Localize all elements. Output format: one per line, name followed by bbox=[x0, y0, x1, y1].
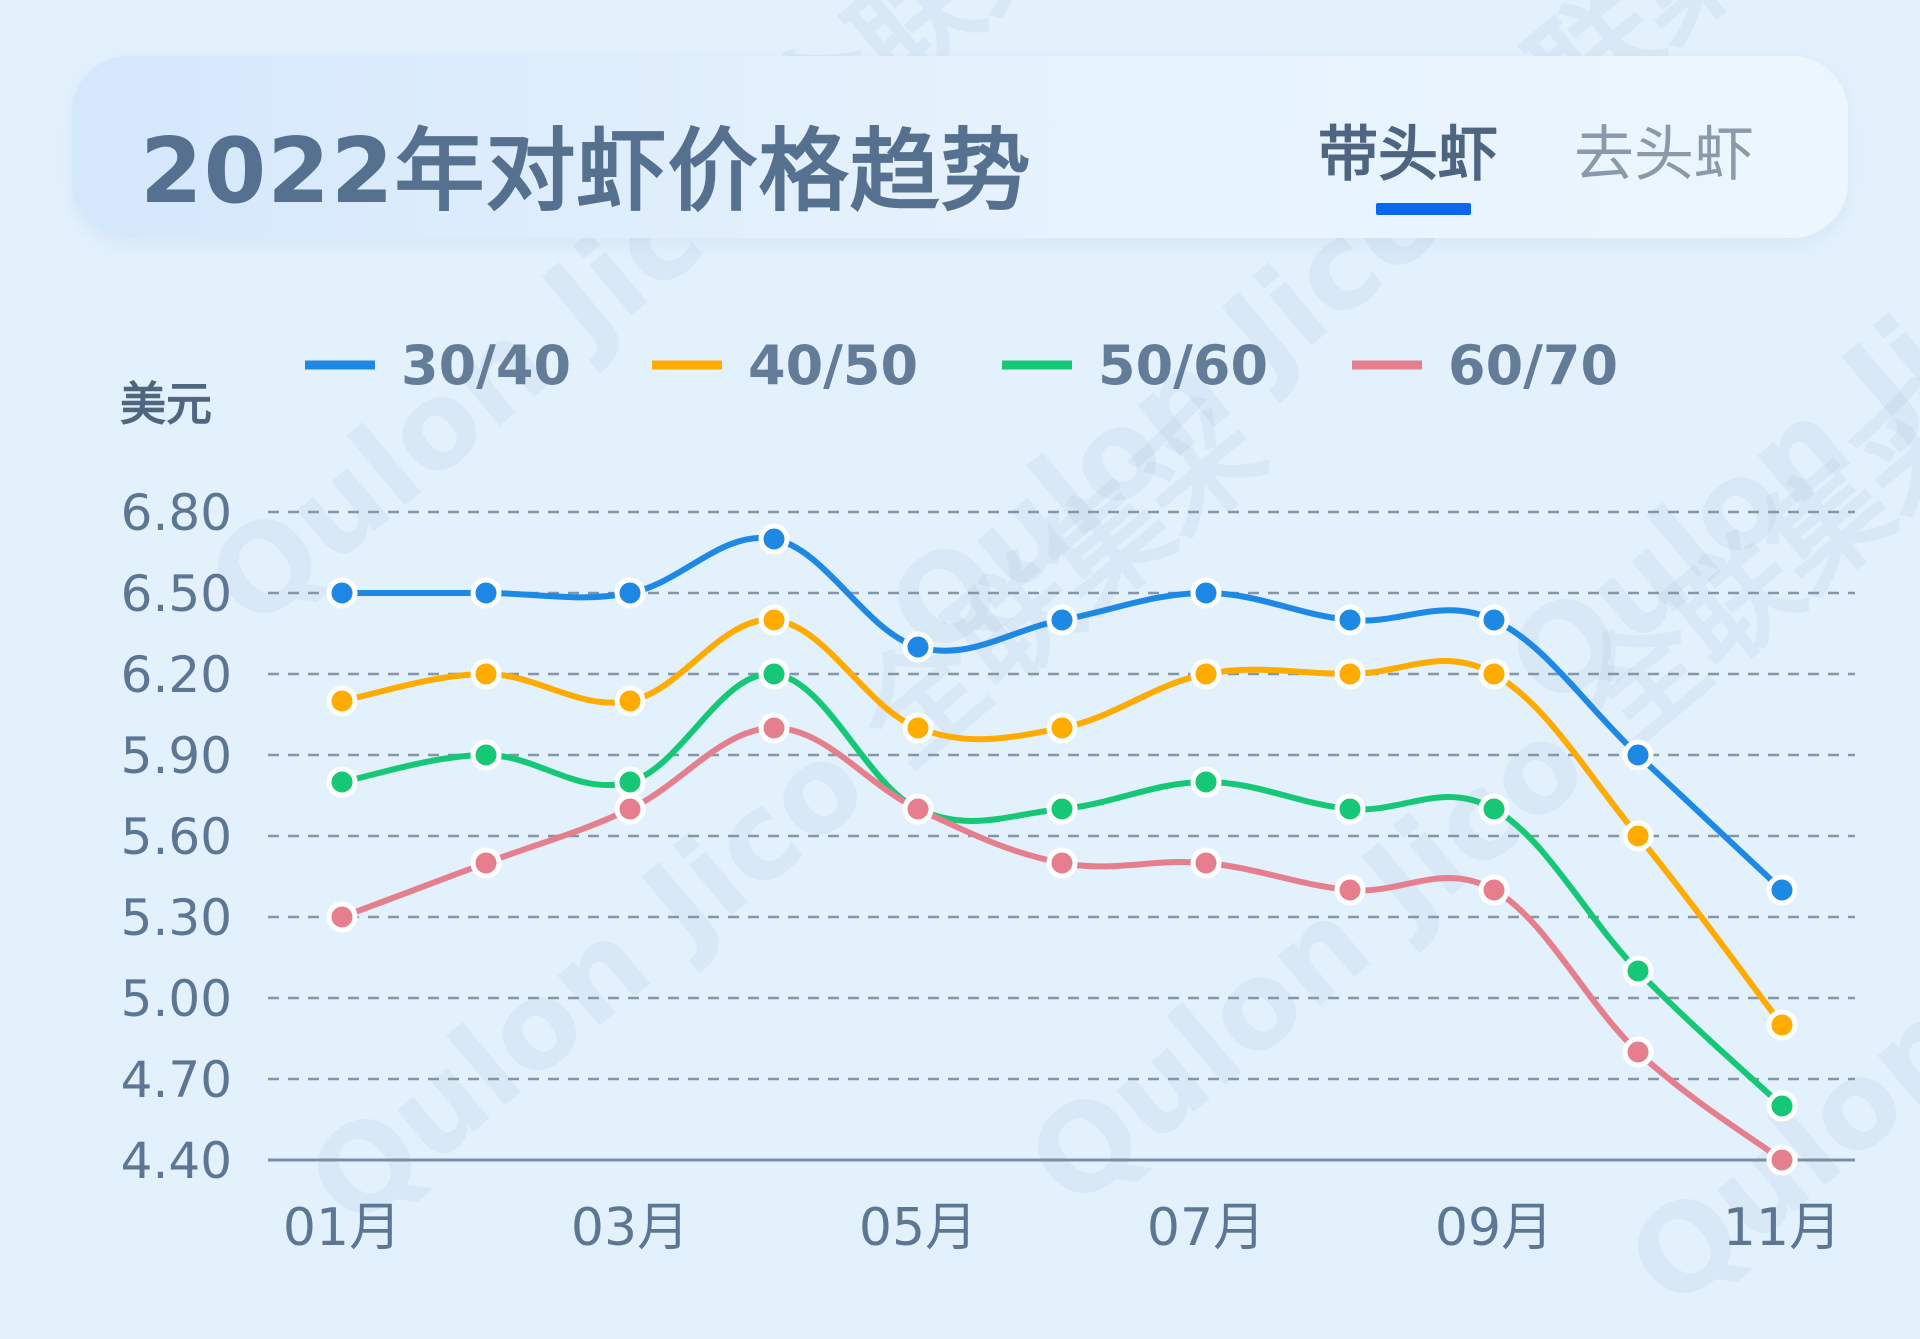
data-point bbox=[1766, 1009, 1798, 1041]
data-point bbox=[1334, 793, 1366, 825]
y-tick-label: 4.40 bbox=[121, 1132, 232, 1190]
data-point bbox=[1478, 874, 1510, 906]
data-point bbox=[1334, 658, 1366, 690]
tab-headless-shrimp[interactable]: 去头虾 bbox=[1574, 120, 1754, 190]
x-tick-label: 09月 bbox=[1435, 1198, 1553, 1258]
data-point bbox=[1046, 604, 1078, 636]
data-point bbox=[1766, 1090, 1798, 1122]
data-point bbox=[1478, 793, 1510, 825]
data-point bbox=[758, 604, 790, 636]
header-card bbox=[72, 56, 1848, 238]
data-point bbox=[614, 766, 646, 798]
data-point bbox=[1046, 793, 1078, 825]
data-point bbox=[1046, 847, 1078, 879]
data-point bbox=[1334, 604, 1366, 636]
data-point bbox=[902, 631, 934, 663]
y-axis-unit-label: 美元 bbox=[120, 377, 212, 431]
data-point bbox=[758, 658, 790, 690]
data-point bbox=[470, 739, 502, 771]
x-tick-label: 01月 bbox=[283, 1198, 401, 1258]
data-point bbox=[1478, 604, 1510, 636]
y-tick-label: 5.60 bbox=[121, 808, 232, 866]
data-point bbox=[614, 577, 646, 609]
data-point bbox=[470, 847, 502, 879]
y-tick-label: 4.70 bbox=[121, 1051, 232, 1109]
data-point bbox=[326, 901, 358, 933]
legend-label: 40/50 bbox=[748, 334, 918, 397]
data-point bbox=[902, 712, 934, 744]
y-tick-label: 5.00 bbox=[121, 970, 232, 1028]
y-tick-label: 6.80 bbox=[121, 484, 232, 542]
data-point bbox=[1622, 1036, 1654, 1068]
data-point bbox=[1190, 847, 1222, 879]
data-point bbox=[1622, 820, 1654, 852]
x-tick-label: 03月 bbox=[571, 1198, 689, 1258]
data-point bbox=[1766, 1144, 1798, 1176]
data-point bbox=[326, 685, 358, 717]
x-tick-label: 07月 bbox=[1147, 1198, 1265, 1258]
y-tick-label: 5.30 bbox=[121, 889, 232, 947]
legend-label: 60/70 bbox=[1448, 334, 1618, 397]
data-point bbox=[326, 766, 358, 798]
data-point bbox=[902, 793, 934, 825]
data-point bbox=[1334, 874, 1366, 906]
tab-head-on-shrimp[interactable]: 带头虾 bbox=[1318, 120, 1498, 190]
data-point bbox=[470, 658, 502, 690]
data-point bbox=[1190, 766, 1222, 798]
page-title: 2022年对虾价格趋势 bbox=[140, 119, 1032, 224]
data-point bbox=[614, 793, 646, 825]
y-tick-label: 6.50 bbox=[121, 565, 232, 623]
data-point bbox=[758, 712, 790, 744]
y-tick-label: 5.90 bbox=[121, 727, 232, 785]
data-point bbox=[1622, 739, 1654, 771]
x-tick-label: 11月 bbox=[1723, 1198, 1841, 1258]
data-point bbox=[1190, 658, 1222, 690]
legend-label: 50/60 bbox=[1098, 334, 1268, 397]
data-point bbox=[1046, 712, 1078, 744]
y-tick-label: 6.20 bbox=[121, 646, 232, 704]
legend-label: 30/40 bbox=[401, 334, 571, 397]
data-point bbox=[758, 523, 790, 555]
active-tab-indicator bbox=[1376, 203, 1471, 215]
data-point bbox=[1622, 955, 1654, 987]
data-point bbox=[470, 577, 502, 609]
data-point bbox=[614, 685, 646, 717]
x-tick-label: 05月 bbox=[859, 1198, 977, 1258]
data-point bbox=[1478, 658, 1510, 690]
data-point bbox=[1766, 874, 1798, 906]
data-point bbox=[1190, 577, 1222, 609]
series-line bbox=[339, 725, 1785, 1163]
data-point bbox=[326, 577, 358, 609]
